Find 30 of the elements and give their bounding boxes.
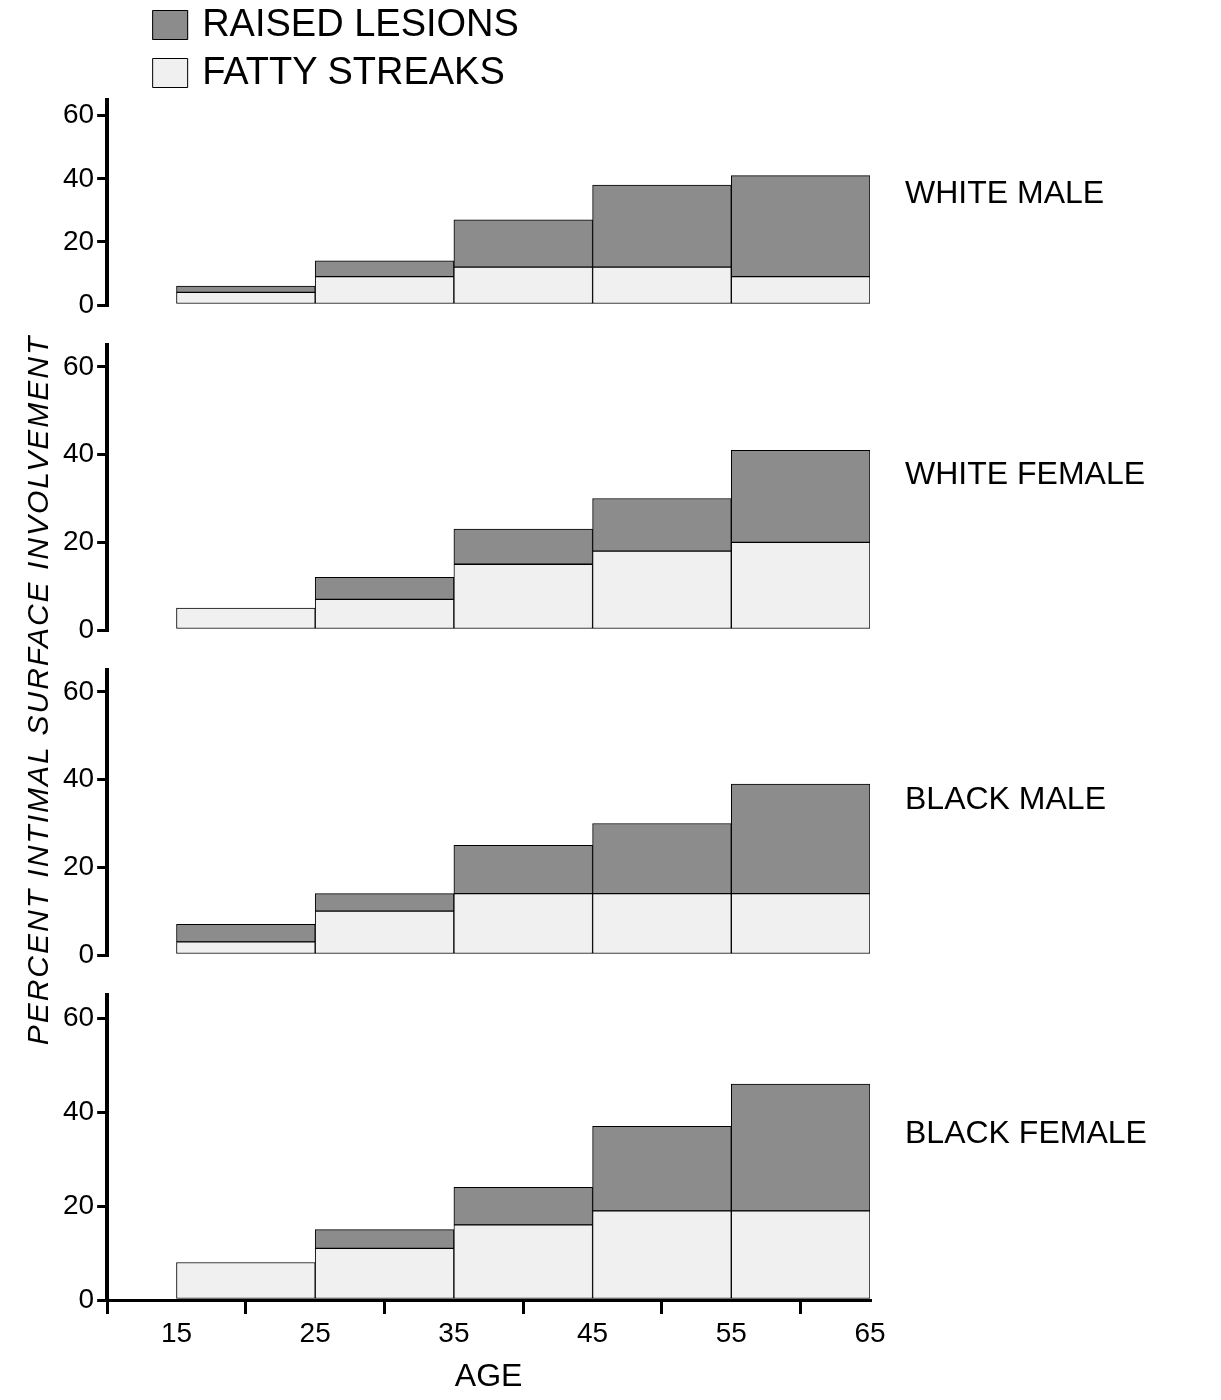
text: WHITE MALE bbox=[905, 173, 1105, 211]
legend-label: RAISED LESIONS bbox=[202, 2, 519, 45]
x-tick-label: 15 bbox=[160, 1316, 193, 1348]
text: BLACK FEMALE bbox=[905, 1113, 1147, 1151]
text: BLACK MALE bbox=[905, 779, 1106, 817]
y-tick-label: 0 bbox=[78, 1282, 95, 1314]
y-tick-label: 20 bbox=[62, 525, 95, 557]
y-tick-label: 40 bbox=[62, 161, 95, 193]
y-tick-label: 40 bbox=[62, 437, 95, 469]
y-tick-label: 40 bbox=[62, 1095, 95, 1127]
y-tick-label: 60 bbox=[62, 98, 95, 130]
y-tick-label: 40 bbox=[62, 762, 95, 794]
x-tick-label: 45 bbox=[577, 1316, 609, 1348]
y-tick-label: 60 bbox=[62, 349, 95, 381]
x-tick-label: 35 bbox=[438, 1316, 470, 1348]
y-tick-label: 0 bbox=[78, 612, 95, 644]
y-tick-label: 20 bbox=[62, 1188, 95, 1220]
legend-label: FATTY STREAKS bbox=[202, 50, 505, 93]
y-tick-label: 20 bbox=[62, 224, 95, 256]
x-tick-label: 65 bbox=[854, 1316, 886, 1348]
y-tick-label: 0 bbox=[78, 937, 95, 969]
text: WHITE FEMALE bbox=[905, 454, 1146, 492]
y-tick-label: 20 bbox=[62, 850, 95, 882]
y-tick-label: 0 bbox=[78, 287, 95, 319]
x-tick-label: 55 bbox=[715, 1316, 747, 1348]
x-tick-label: 25 bbox=[299, 1316, 331, 1348]
y-tick-label: 60 bbox=[62, 1001, 95, 1033]
y-axis-title: PERCENT INTIMAL SURFACE INVOLVEMENT bbox=[21, 334, 55, 1046]
y-tick-label: 60 bbox=[62, 674, 95, 706]
x-axis-title: AGE bbox=[454, 1356, 523, 1393]
